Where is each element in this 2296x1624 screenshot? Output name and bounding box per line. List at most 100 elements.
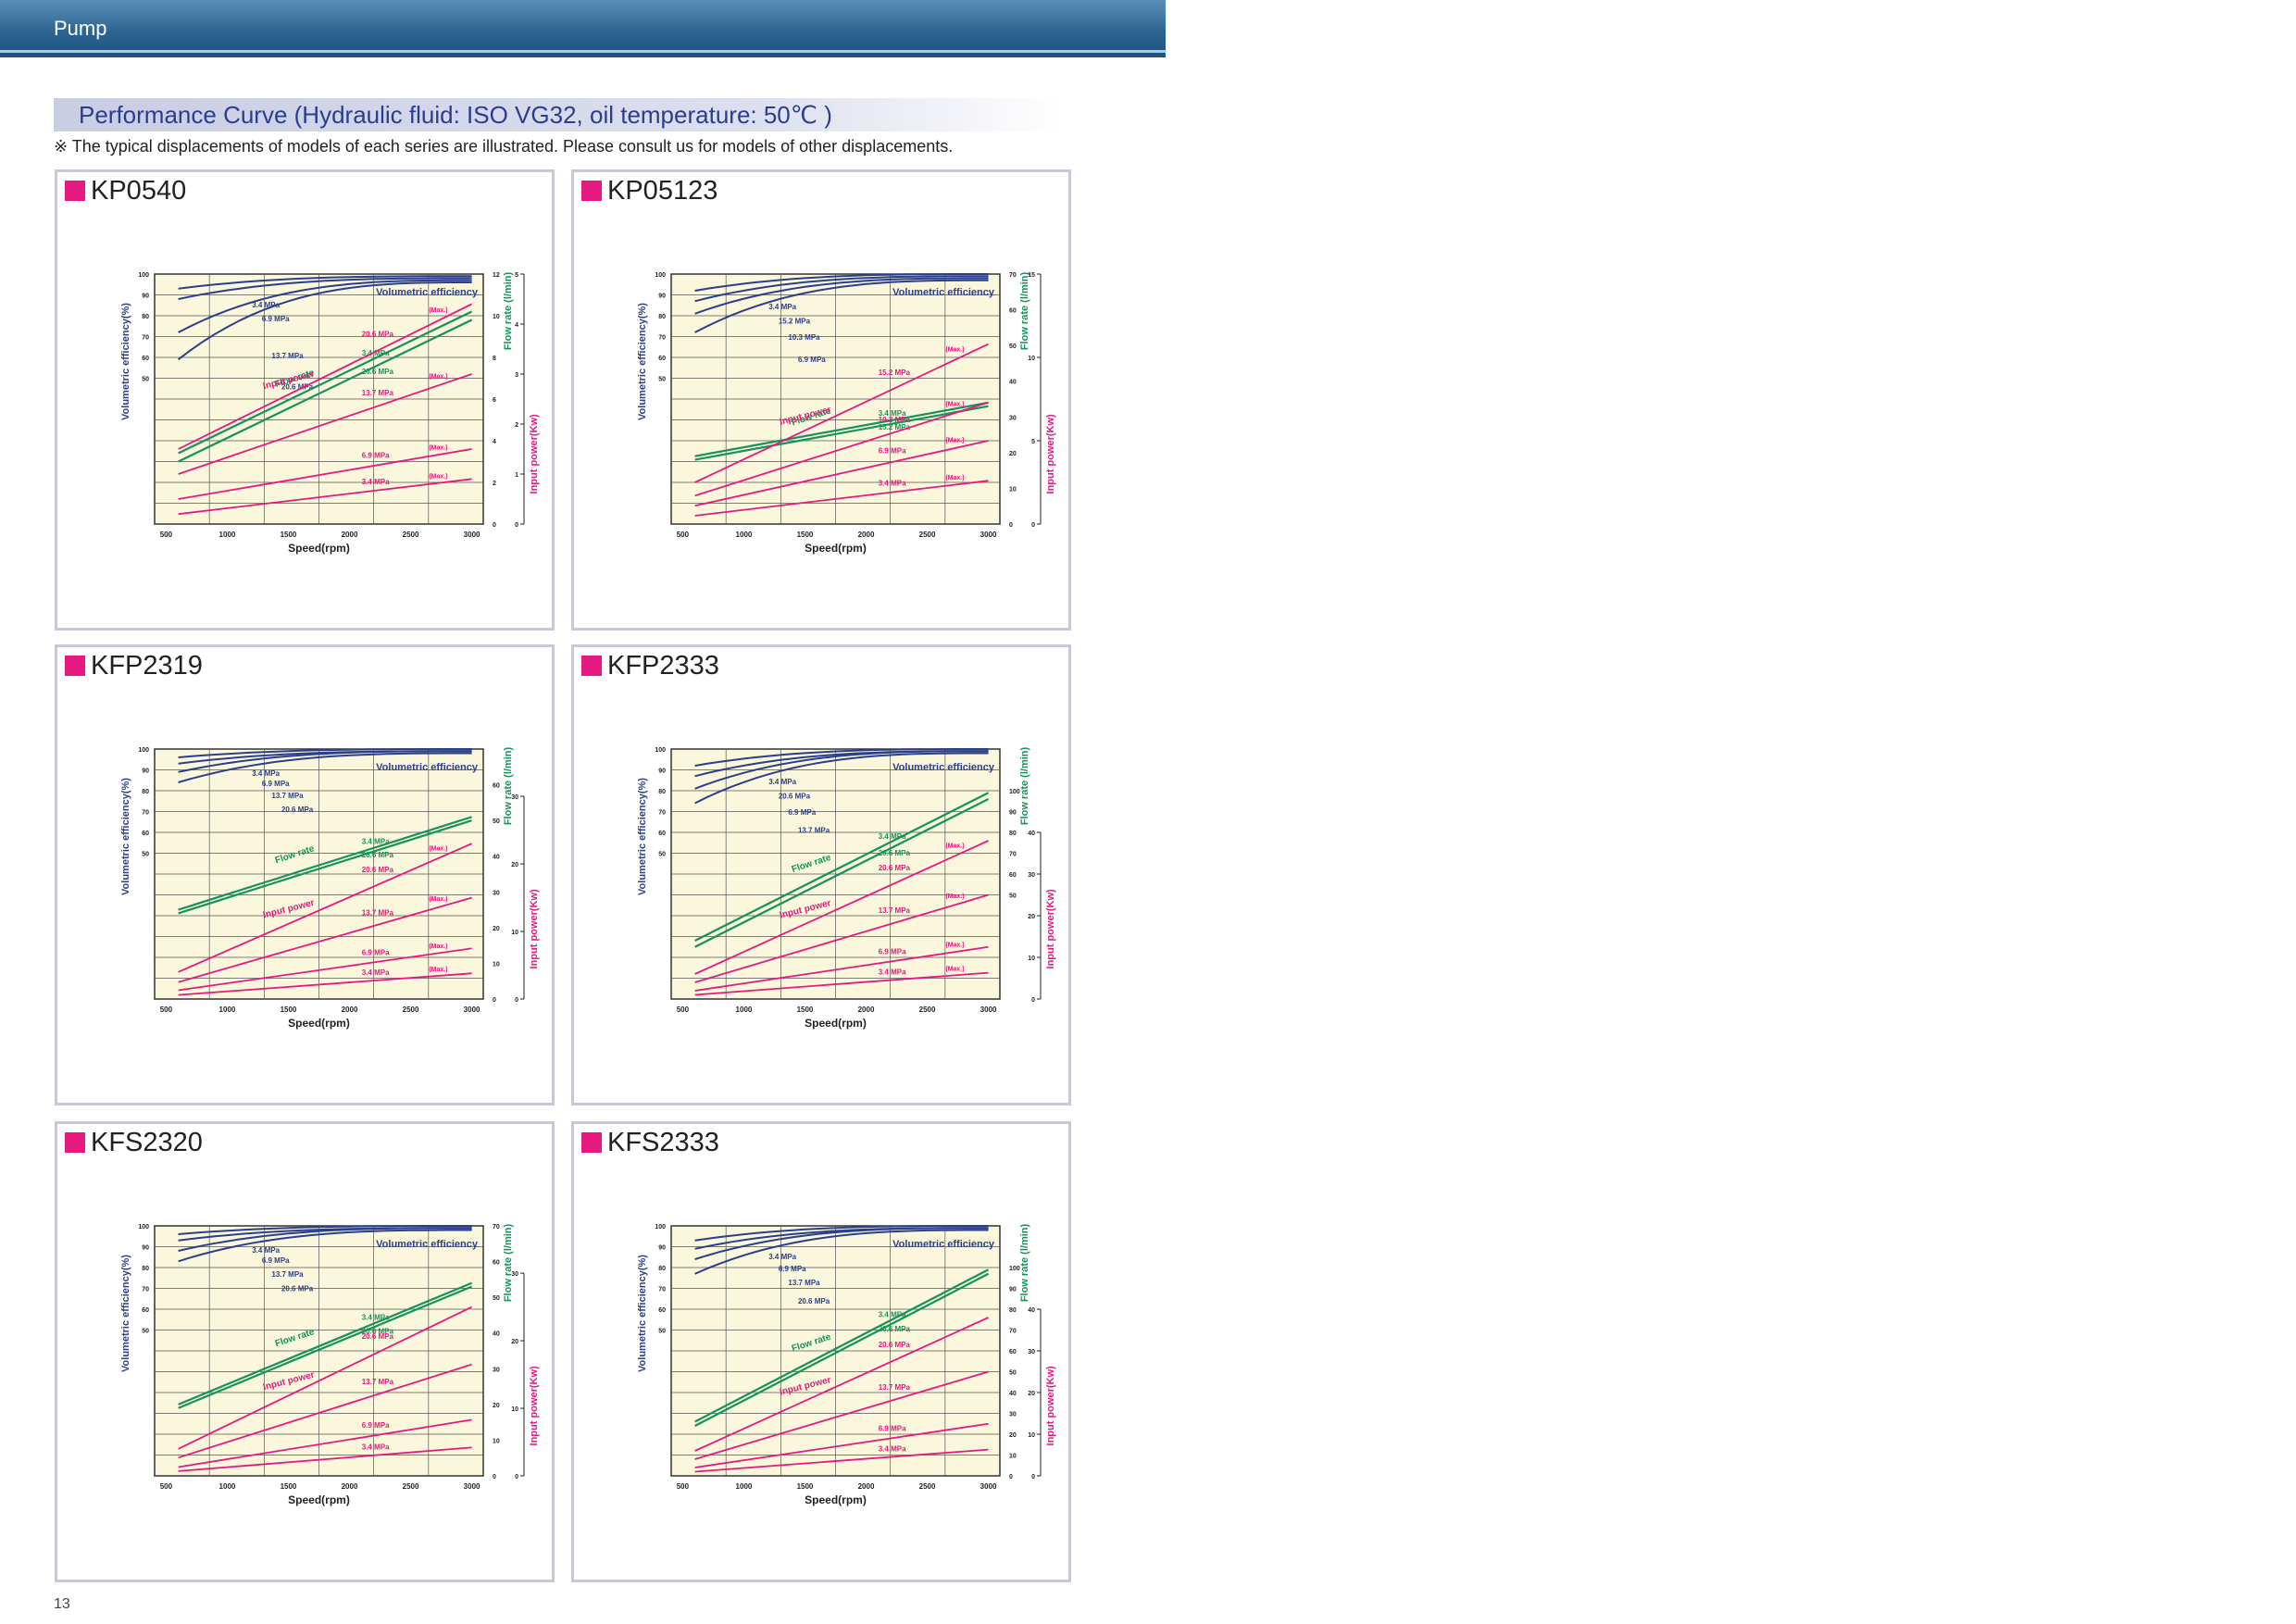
power-line-note: (Max.): [945, 943, 964, 949]
veff-tick-label: 50: [142, 1329, 149, 1335]
flow-line-label: 15.2 MPa: [879, 423, 911, 431]
veff-tick-label: 90: [658, 294, 666, 300]
flow-tick-label: 10: [493, 961, 500, 968]
x-tick-label: 1000: [736, 1482, 753, 1491]
flow-line: [178, 1285, 472, 1409]
veff-tick-label: 50: [658, 1329, 666, 1335]
y-axis-label-efficiency: Volumetric efficiency(%): [637, 1255, 648, 1372]
x-axis-label: Speed(rpm): [288, 542, 350, 555]
title-marker-square: [581, 1132, 602, 1153]
veff-curve: [694, 275, 989, 303]
veff-curve-label: 20.6 MPa: [779, 792, 811, 800]
page-number: 13: [54, 1596, 70, 1612]
power-tick-label: 10: [511, 1406, 518, 1413]
power-tick-label: 10: [511, 930, 518, 936]
power-line-label: 10.3 MPa: [879, 416, 911, 424]
power-line: [178, 303, 472, 450]
power-line: [694, 945, 989, 992]
power-line: [694, 1448, 989, 1473]
power-line-label: 6.9 MPa: [362, 949, 390, 957]
flow-tick-label: 100: [1009, 1266, 1020, 1272]
flow-tick-label: 10: [1009, 486, 1017, 493]
flow-tick-label: 2: [493, 481, 496, 487]
chart-panel-kp0540: KP0540 500 1000 1500 2000 2500 3000 Speed(rpm)…: [55, 169, 555, 631]
power-line: [694, 343, 989, 483]
x-tick-label: 3000: [980, 1006, 997, 1014]
x-tick-label: 3000: [980, 1482, 997, 1491]
chart-panel-kfs2333: KFS2333 500 1000 1500 2000 2500 3000 Speed(rpm…: [571, 1121, 1071, 1582]
y-axis-label-flow: Flow rate (l/min): [503, 271, 514, 350]
veff-tick-label: 100: [138, 272, 149, 279]
veff-tick-label: 70: [658, 335, 666, 342]
power-tick-label: 15: [1028, 272, 1035, 279]
flow-tick-label: 80: [1009, 1307, 1017, 1314]
veff-tick-label: 80: [658, 789, 666, 795]
panel-title: KFP2319: [65, 649, 203, 682]
power-line-label: 6.9 MPa: [362, 452, 390, 460]
flow-tick-label: 70: [493, 1224, 500, 1230]
power-tick-label: 2: [515, 422, 518, 429]
power-line-label: 20.6 MPa: [362, 1332, 394, 1341]
veff-curve-label: 10.3 MPa: [788, 333, 820, 342]
veff-tick-label: 90: [142, 768, 149, 775]
x-tick-label: 1000: [219, 531, 236, 539]
title-marker-square: [65, 656, 85, 676]
power-tick-label: 10: [1028, 356, 1035, 362]
power-line: [178, 972, 472, 996]
veff-curve-label: 13.7 MPa: [271, 352, 304, 360]
x-tick-label: 2500: [919, 531, 936, 539]
power-line: [694, 1370, 989, 1460]
power-tick-label: 5: [1031, 439, 1035, 445]
flow-tick-label: 10: [1009, 1454, 1017, 1460]
flow-tick-label: 90: [1009, 810, 1017, 817]
flow-tick-label: 0: [493, 1474, 496, 1480]
flow-line: [694, 405, 989, 461]
power-tick-label: 4: [515, 322, 518, 329]
power-tick-label: 30: [1028, 1349, 1035, 1355]
y-axis-label-efficiency: Volumetric efficiency(%): [637, 778, 648, 895]
power-tick-label: 20: [1028, 1391, 1035, 1397]
power-line-label: 13.7 MPa: [362, 908, 394, 917]
x-tick-label: 2500: [403, 1482, 419, 1491]
veff-curve: [694, 279, 989, 333]
power-line-label: 13.7 MPa: [879, 1383, 911, 1392]
veff-curve-label: 20.6 MPa: [798, 1297, 830, 1305]
y-axis-label-power: Input power(Kw): [1045, 1366, 1056, 1445]
veff-curve-label: 20.6 MPa: [281, 382, 314, 391]
veff-curve-label: 6.9 MPa: [788, 808, 816, 817]
power-tick-label: 0: [515, 1474, 518, 1480]
power-line: [694, 480, 989, 517]
veff-curve: [178, 752, 472, 783]
veff-curve-label: 3.4 MPa: [252, 1246, 280, 1255]
veff-tick-label: 90: [658, 1245, 666, 1252]
x-tick-label: 500: [160, 531, 173, 539]
flow-line-label: 3.4 MPa: [879, 409, 906, 418]
y-axis-label-flow: Flow rate (l/min): [1019, 271, 1030, 350]
panel-title: KFS2333: [581, 1126, 719, 1159]
power-line-label: 6.9 MPa: [879, 1425, 906, 1433]
power-line: [694, 440, 989, 507]
chart-panel-kp05123: KP05123 500 1000 1500 2000 2500 3000 Speed(rpm…: [571, 169, 1071, 631]
flow-line: [178, 816, 472, 911]
veff-curve: [178, 750, 472, 773]
panel-title-text: KFS2333: [607, 1128, 719, 1157]
flow-tick-label: 60: [1009, 308, 1017, 315]
y-axis-label-power: Input power(Kw): [529, 414, 540, 493]
veff-tick-label: 50: [142, 852, 149, 858]
flow-line-label: 20.6 MPa: [879, 1325, 911, 1333]
y-axis-label-efficiency: Volumetric efficiency(%): [637, 303, 648, 420]
power-tick-label: 20: [511, 1339, 518, 1345]
y-axis-label-power: Input power(Kw): [1045, 414, 1056, 493]
veff-curve-label: 6.9 MPa: [262, 1256, 290, 1265]
power-line-label: 15.2 MPa: [879, 369, 911, 377]
power-line-label: 3.4 MPa: [362, 478, 390, 486]
flow-tick-label: 60: [1009, 1349, 1017, 1355]
flow-line: [694, 792, 990, 942]
x-tick-label: 1000: [219, 1006, 236, 1014]
power-line: [694, 893, 989, 983]
flow-line-label: 20.6 MPa: [362, 1327, 394, 1335]
veff-tick-label: 50: [658, 377, 666, 383]
performance-chart: 500 1000 1500 2000 2500 3000Speed(rpm)1009080…: [637, 271, 1056, 555]
veff-tick-label: 60: [142, 356, 149, 362]
veff-tick-label: 60: [142, 831, 149, 837]
